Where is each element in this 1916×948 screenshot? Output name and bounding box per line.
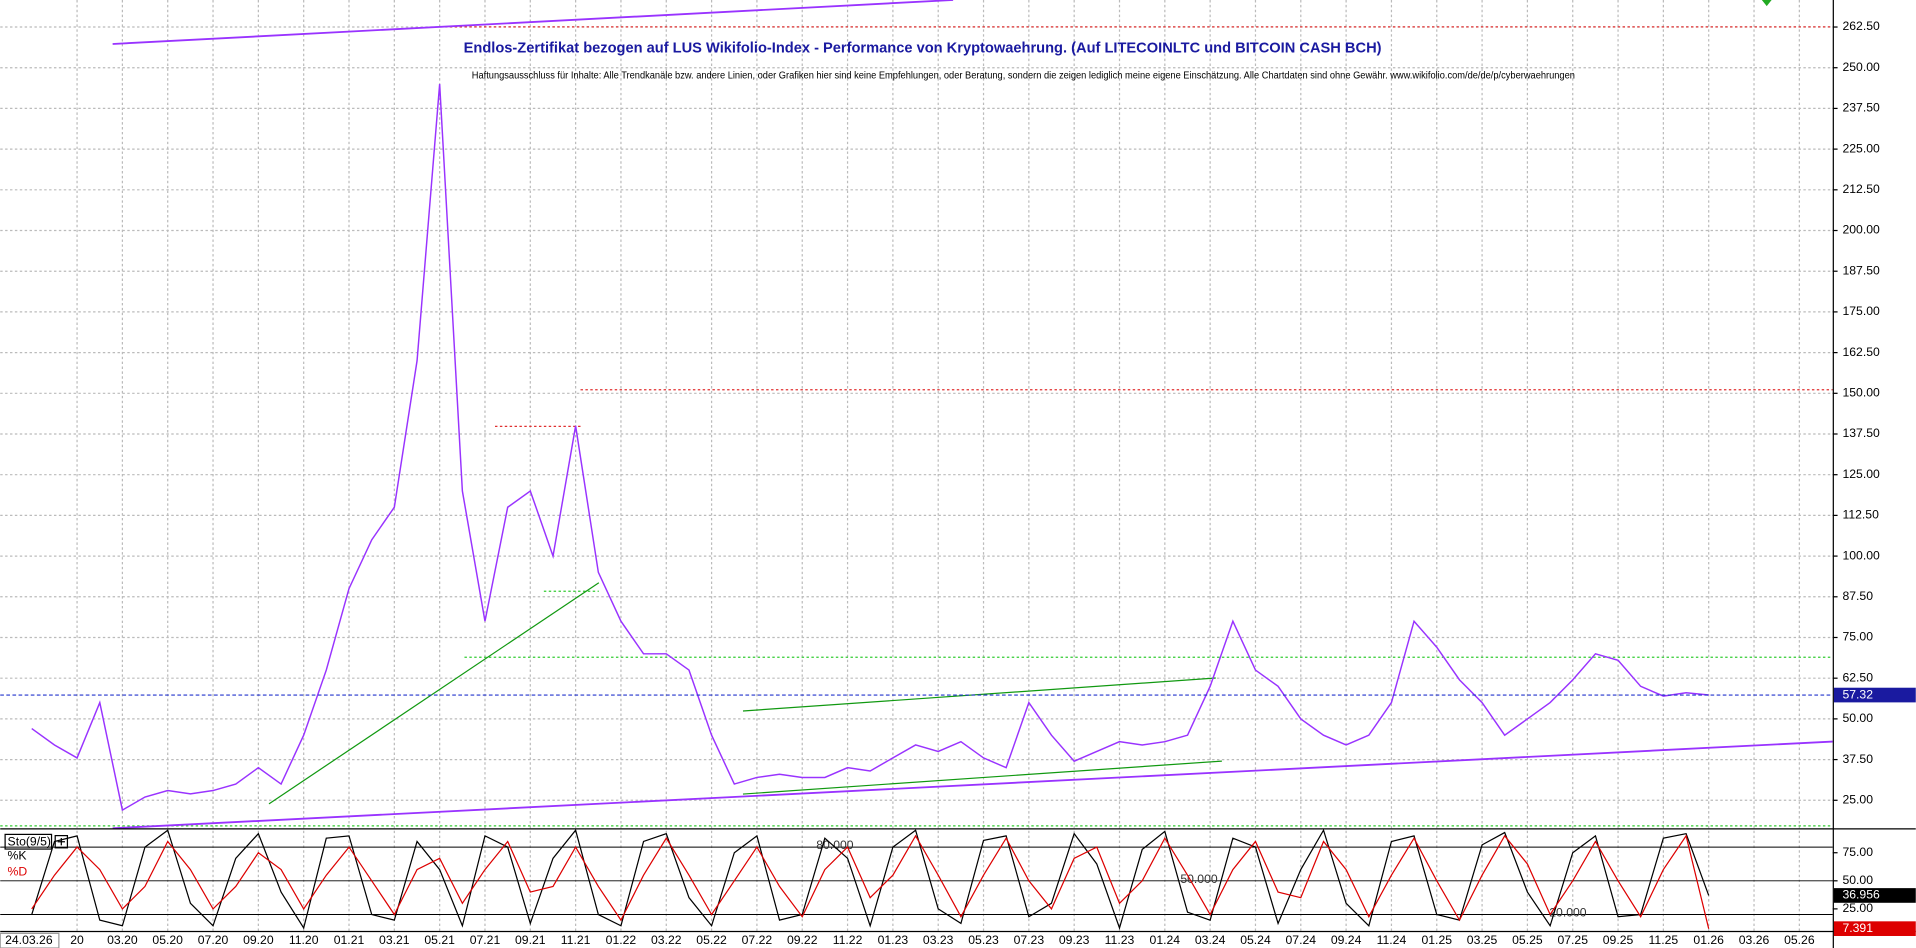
x-tick-label: 11.24 bbox=[1377, 933, 1407, 947]
x-tick-label: 11.21 bbox=[561, 933, 591, 947]
last-price-box bbox=[1833, 687, 1916, 703]
x-tick-label: 03.21 bbox=[379, 933, 410, 947]
y-tick-label: 212.50 bbox=[1842, 182, 1880, 196]
x-tick-label: 01.22 bbox=[606, 933, 637, 947]
x-tick-label: 01.21 bbox=[334, 933, 365, 947]
x-tick-label: 05.21 bbox=[424, 933, 455, 947]
x-tick-label: 07.21 bbox=[470, 933, 501, 947]
y-tick-label: 25.00 bbox=[1842, 792, 1873, 806]
x-tick-label: 05.26 bbox=[1784, 933, 1815, 947]
x-tick-label: 09.22 bbox=[787, 933, 818, 947]
x-tick-label: 11.25 bbox=[1649, 933, 1679, 947]
y-tick-label: 175.00 bbox=[1842, 304, 1880, 318]
x-tick-label: 07.25 bbox=[1557, 933, 1588, 947]
y-tick-label: 150.00 bbox=[1842, 386, 1880, 400]
y-tick-label: 75.00 bbox=[1842, 630, 1873, 644]
x-tick-label: 11.20 bbox=[289, 933, 319, 947]
date-label: 24.03.26 bbox=[5, 933, 53, 947]
date-box bbox=[0, 932, 60, 948]
x-tick-label: 05.25 bbox=[1512, 933, 1543, 947]
x-tick-label: 07.23 bbox=[1014, 933, 1045, 947]
indicator-last-label: 36.956 bbox=[1842, 888, 1880, 902]
last-price-label: 57.32 bbox=[1842, 687, 1873, 701]
x-tick-label: 11.22 bbox=[833, 933, 863, 947]
y-tick-label: 100.00 bbox=[1842, 548, 1880, 562]
y-tick-label: 137.50 bbox=[1842, 426, 1880, 440]
y-tick-label: 75.00 bbox=[1842, 845, 1873, 859]
indicator-last-box bbox=[1833, 921, 1916, 936]
y-tick-label: 187.50 bbox=[1842, 263, 1880, 277]
x-tick-label: 09.20 bbox=[243, 933, 274, 947]
y-tick-label: 125.00 bbox=[1842, 467, 1880, 481]
y-tick-label: 37.50 bbox=[1842, 752, 1873, 766]
legend-label: %D bbox=[8, 864, 28, 878]
level-label: 20.000 bbox=[1549, 905, 1587, 919]
y-tick-label: 25.00 bbox=[1842, 901, 1873, 915]
x-tick-label: 03.25 bbox=[1467, 933, 1498, 947]
level-label: 50.000 bbox=[1180, 872, 1218, 886]
indicator-last-label: 7.391 bbox=[1842, 921, 1873, 935]
y-tick-label: 112.50 bbox=[1842, 508, 1879, 522]
x-tick-label: 05.23 bbox=[968, 933, 999, 947]
trend-channel bbox=[112, 0, 954, 45]
x-tick-label: 03.22 bbox=[651, 933, 682, 947]
level-label: 80.000 bbox=[816, 838, 854, 852]
x-tick-label: 01.24 bbox=[1150, 933, 1181, 947]
x-tick-label: 09.23 bbox=[1059, 933, 1090, 947]
trend-channel bbox=[112, 740, 1833, 830]
indicator-line bbox=[31, 834, 1710, 929]
y-tick-label: 162.50 bbox=[1842, 345, 1880, 359]
indicator-box bbox=[4, 833, 53, 850]
y-tick-label: 237.50 bbox=[1842, 101, 1880, 115]
trend-line bbox=[268, 582, 600, 805]
indicator-last-box bbox=[1833, 888, 1916, 903]
y-tick-label: 50.00 bbox=[1842, 711, 1873, 725]
marker-arrow bbox=[1761, 0, 1772, 7]
x-tick-label: 05.22 bbox=[696, 933, 727, 947]
y-tick-label: 50.00 bbox=[1842, 873, 1873, 887]
x-tick-label: 03.26 bbox=[1739, 933, 1770, 947]
chart-title: Endlos-Zertifikat bezogen auf LUS Wikifo… bbox=[464, 41, 1382, 57]
y-tick-label: 262.50 bbox=[1842, 19, 1880, 33]
y-tick-label: 250.00 bbox=[1842, 60, 1880, 74]
x-tick-label: 03.23 bbox=[923, 933, 954, 947]
drawings bbox=[0, 0, 1833, 830]
x-tick-label: 01.23 bbox=[878, 933, 909, 947]
x-tick-label: 20 bbox=[70, 933, 84, 947]
x-tick-label: 01.26 bbox=[1693, 933, 1724, 947]
x-tick-label: 03.24 bbox=[1195, 933, 1226, 947]
grid bbox=[0, 0, 1833, 931]
x-tick-label: 05.24 bbox=[1240, 933, 1271, 947]
y-tick-label: 62.50 bbox=[1842, 670, 1873, 684]
trend-line bbox=[742, 760, 1222, 795]
x-tick-label: 05.20 bbox=[152, 933, 183, 947]
plot: 25.00 37.50 50.00 62.50 75.00 87.50 100.00 112.… bbox=[0, 19, 1916, 947]
x-tick-label: 09.25 bbox=[1603, 933, 1634, 947]
x-tick-label: 03.20 bbox=[107, 933, 138, 947]
y-tick-label: 225.00 bbox=[1842, 141, 1880, 155]
legend-label: %K bbox=[8, 849, 27, 863]
x-tick-label: 09.24 bbox=[1331, 933, 1362, 947]
x-tick-label: 09.21 bbox=[515, 933, 546, 947]
x-tick-label: 11.23 bbox=[1105, 933, 1135, 947]
indicator-title: Sto(9/5) bbox=[8, 835, 51, 849]
x-tick-label: 07.20 bbox=[198, 933, 229, 947]
x-tick-label: 07.24 bbox=[1286, 933, 1317, 947]
y-tick-label: 200.00 bbox=[1842, 223, 1880, 237]
price-line bbox=[31, 83, 1709, 812]
x-tick-label: 01.25 bbox=[1421, 933, 1452, 947]
y-tick-label: 87.50 bbox=[1842, 589, 1873, 603]
x-tick-label: 07.22 bbox=[742, 933, 773, 947]
disclaimer: Haftungsausschluss für Inhalte: Alle Tre… bbox=[472, 70, 1575, 81]
